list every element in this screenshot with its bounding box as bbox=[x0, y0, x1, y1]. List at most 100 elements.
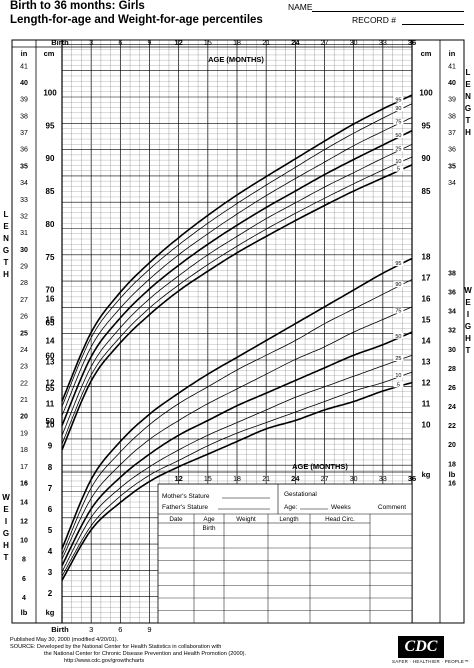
len-in-tick-left: 23 bbox=[20, 364, 28, 371]
weight-label-bg bbox=[393, 332, 404, 339]
weight-percentile-label: 50 bbox=[395, 334, 401, 340]
wt-lb-tick-left: 6 bbox=[22, 576, 26, 583]
wt-kg-tick-left: 15 bbox=[46, 315, 55, 324]
record-label: RECORD # bbox=[352, 15, 396, 25]
top-age-tick: 24 bbox=[291, 38, 300, 47]
wt-lb-tick-left: 16 bbox=[20, 480, 28, 487]
name-label: NAME bbox=[288, 2, 313, 12]
len-in-tick-left: 16 bbox=[20, 480, 28, 487]
length-curve-p50 bbox=[61, 129, 413, 426]
len-in-tick-left: 32 bbox=[20, 213, 28, 220]
mid-age-tick: 15 bbox=[204, 476, 212, 483]
wt-kg-tick-left: 13 bbox=[46, 358, 55, 367]
len-in-tick-left: 28 bbox=[20, 280, 28, 287]
weight-curve-p50 bbox=[61, 331, 413, 566]
wt-lb-tick-right: 34 bbox=[448, 309, 456, 316]
mid-age-tick: 21 bbox=[262, 476, 270, 483]
length-curve-p25 bbox=[61, 144, 413, 436]
gestational-label: Gestational bbox=[284, 491, 317, 498]
weeks-label: Weeks bbox=[331, 504, 351, 511]
len-in-tick-left: 27 bbox=[20, 297, 28, 304]
weight-percentile-label: 95 bbox=[395, 261, 401, 267]
length-side-letter: G bbox=[3, 246, 9, 255]
source-url[interactable]: http://www.cdc.gov/growthcharts bbox=[64, 658, 145, 664]
length-percentile-label: 95 bbox=[395, 97, 401, 103]
wt-kg-tick-right: 12 bbox=[422, 379, 431, 388]
published-note: Published May 30, 2000 (modified 4/20/01… bbox=[10, 637, 119, 643]
top-age-tick: 12 bbox=[174, 38, 182, 47]
length-side-letter: E bbox=[3, 222, 9, 231]
len-in-tick-left: 36 bbox=[20, 147, 28, 154]
wt-lb-tick-left: 12 bbox=[20, 519, 28, 526]
weight-label-bg bbox=[393, 307, 404, 314]
top-age-tick: 27 bbox=[321, 40, 329, 47]
weight-curve-p75 bbox=[61, 306, 413, 560]
wt-unit-kg-right: kg bbox=[422, 470, 431, 479]
wt-kg-tick-right: 15 bbox=[422, 315, 431, 324]
wt-kg-tick-left: 11 bbox=[46, 400, 55, 409]
weight-side-letter-right: H bbox=[465, 334, 471, 343]
wt-kg-tick-left: 7 bbox=[48, 484, 53, 493]
wt-kg-tick-left: 8 bbox=[48, 463, 53, 472]
wt-unit-kg-left: kg bbox=[46, 608, 55, 617]
len-in-tick-left: 29 bbox=[20, 264, 28, 271]
bottom-age-tick: 9 bbox=[147, 625, 151, 634]
wt-lb-tick-left: 4 bbox=[22, 595, 26, 602]
len-cm-tick-left: 70 bbox=[46, 286, 55, 295]
len-unit-cm-right: cm bbox=[421, 49, 432, 58]
weight-side-letter: T bbox=[4, 553, 9, 562]
len-cm-tick-left: 50 bbox=[46, 417, 55, 426]
weight-side-letter: E bbox=[3, 505, 9, 514]
wt-age-axis-title: AGE (MONTHS) bbox=[292, 462, 348, 471]
wt-lb-tick-right: 22 bbox=[448, 423, 456, 430]
len-cm-tick-left: 85 bbox=[46, 187, 55, 196]
len-unit-in-left: in bbox=[21, 49, 28, 58]
length-side-letter: L bbox=[4, 210, 9, 219]
length-label-bg bbox=[393, 105, 404, 112]
wt-unit-lb-right: lb bbox=[449, 470, 456, 479]
bottom-age-tick: 6 bbox=[118, 625, 122, 634]
record-field[interactable] bbox=[402, 24, 464, 25]
name-field[interactable] bbox=[312, 11, 464, 12]
comment-header: Comment bbox=[378, 504, 406, 511]
wt-lb-tick-right: 30 bbox=[448, 347, 456, 354]
length-label-bg bbox=[393, 157, 404, 164]
len-in-tick-right: 35 bbox=[448, 163, 456, 170]
len-in-tick-right: 41 bbox=[448, 63, 456, 70]
weight-percentile-label: 5 bbox=[397, 382, 400, 388]
top-age-tick: 21 bbox=[262, 40, 270, 47]
wt-kg-tick-right: 14 bbox=[422, 337, 431, 346]
table-col-header: Length bbox=[279, 516, 299, 523]
weight-label-bg bbox=[393, 281, 404, 288]
mothers-stature-label: Mother's Stature bbox=[162, 493, 210, 500]
length-side-letter-right: G bbox=[465, 104, 471, 113]
len-cm-tick-left: 95 bbox=[46, 121, 55, 130]
top-age-tick: 30 bbox=[350, 40, 358, 47]
len-in-tick-left: 38 bbox=[20, 113, 28, 120]
weight-percentile-label: 10 bbox=[395, 373, 401, 379]
len-cm-tick-right: 100 bbox=[419, 89, 433, 98]
wt-lb-tick-left: 10 bbox=[20, 538, 28, 545]
len-cm-tick-left: 75 bbox=[46, 253, 55, 262]
len-in-tick-left: 24 bbox=[20, 347, 28, 354]
weight-curve-p90 bbox=[61, 279, 413, 556]
wt-lb-tick-right: 28 bbox=[448, 366, 456, 373]
wt-kg-tick-left: 2 bbox=[48, 589, 53, 598]
source-line2: the National Center for Chronic Disease … bbox=[44, 651, 247, 657]
len-in-tick-right: 36 bbox=[448, 147, 456, 154]
first-row-age: Birth bbox=[203, 525, 216, 532]
weight-side-letter: H bbox=[3, 541, 9, 550]
len-cm-tick-left: 55 bbox=[46, 384, 55, 393]
length-percentile-label: 5 bbox=[397, 167, 400, 173]
wt-kg-tick-right: 16 bbox=[422, 294, 431, 303]
len-cm-tick-right: 90 bbox=[422, 154, 431, 163]
length-label-bg bbox=[393, 96, 404, 103]
weight-side-letter: G bbox=[3, 529, 9, 538]
cdc-logo: CDC bbox=[398, 636, 444, 658]
wt-kg-tick-left: 3 bbox=[48, 568, 53, 577]
top-age-tick: 3 bbox=[89, 40, 93, 47]
len-cm-tick-left: 65 bbox=[46, 318, 55, 327]
wt-lb-tick-right: 26 bbox=[448, 385, 456, 392]
wt-lb-tick-right: 24 bbox=[448, 404, 456, 411]
weight-label-bg bbox=[393, 354, 404, 361]
